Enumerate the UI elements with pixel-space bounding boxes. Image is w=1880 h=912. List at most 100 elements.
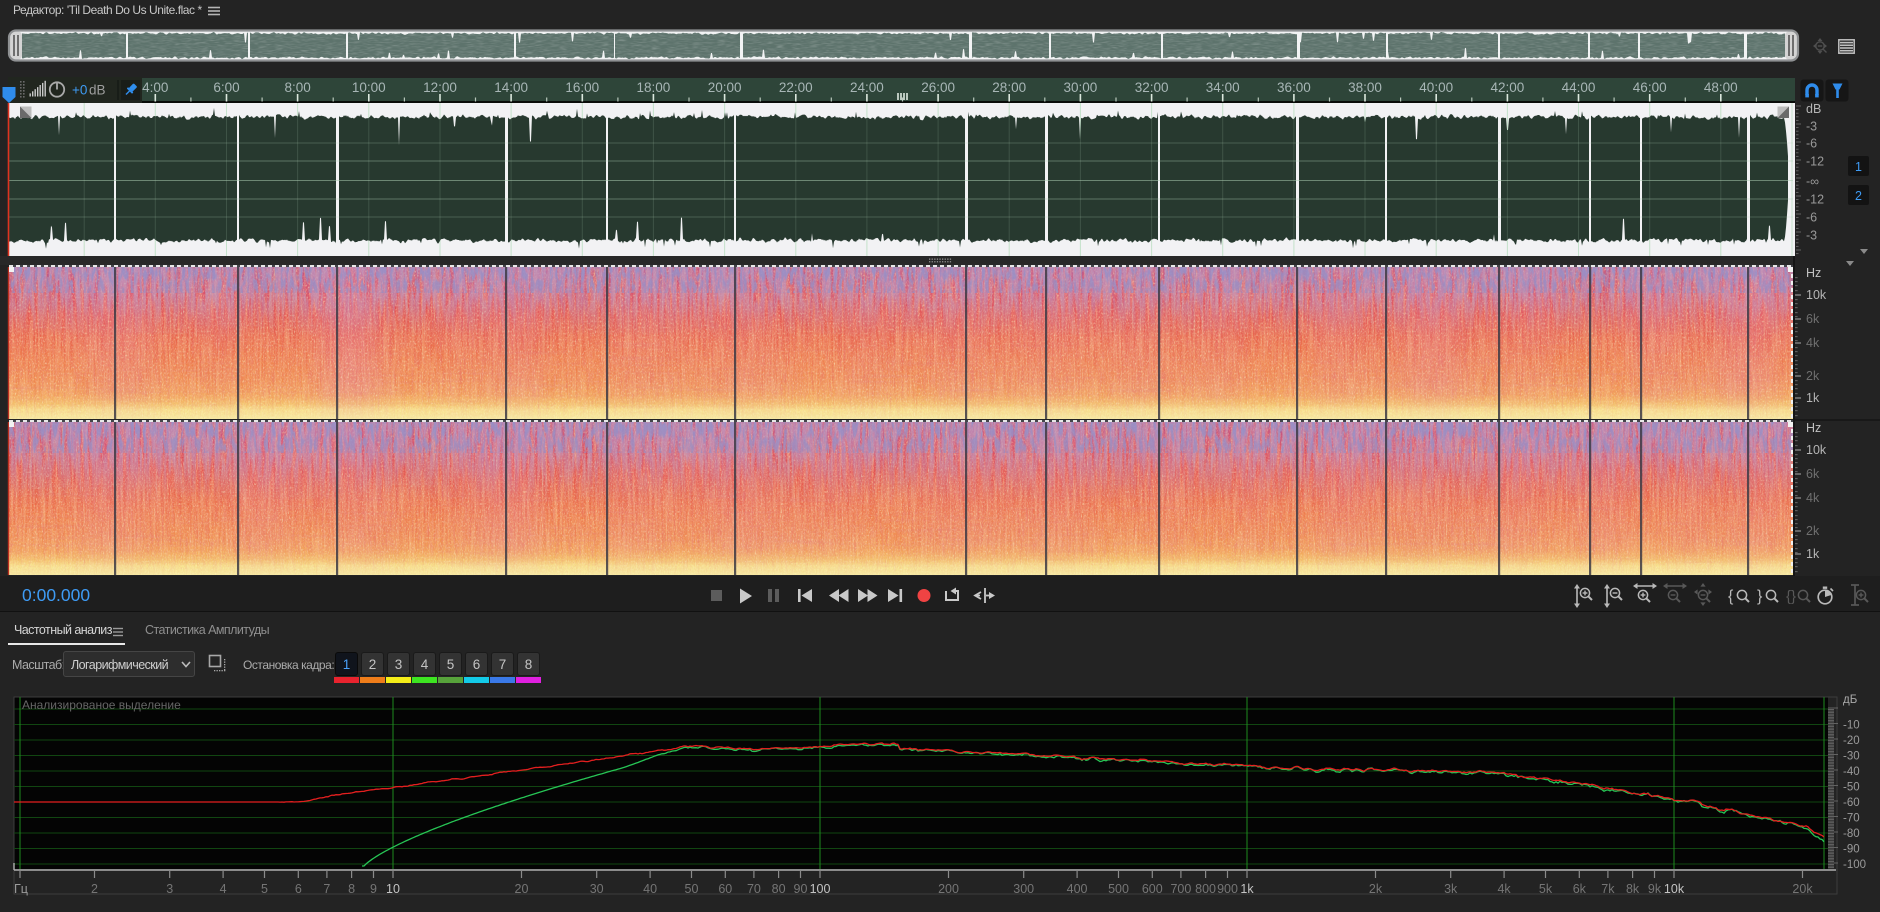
svg-text:9k: 9k xyxy=(1648,882,1662,896)
svg-text:46:00: 46:00 xyxy=(1633,80,1667,95)
svg-text:1: 1 xyxy=(1855,160,1862,174)
svg-text:-40: -40 xyxy=(1843,766,1860,778)
svg-text:-6: -6 xyxy=(1806,137,1817,151)
svg-text:2k: 2k xyxy=(1806,369,1820,383)
svg-text:10k: 10k xyxy=(1806,443,1827,457)
svg-text:600: 600 xyxy=(1142,882,1163,896)
svg-text:-12: -12 xyxy=(1806,193,1824,207)
svg-text:48:00: 48:00 xyxy=(1704,80,1738,95)
svg-text:dB: dB xyxy=(89,83,106,98)
svg-text:50: 50 xyxy=(685,882,699,896)
svg-text:1k: 1k xyxy=(1240,882,1254,896)
svg-text:34:00: 34:00 xyxy=(1206,80,1240,95)
svg-text:18:00: 18:00 xyxy=(637,80,671,95)
svg-text:-20: -20 xyxy=(1843,735,1860,747)
svg-text:14:00: 14:00 xyxy=(494,80,528,95)
svg-text:-30: -30 xyxy=(1843,751,1860,763)
svg-text:300: 300 xyxy=(1013,882,1034,896)
svg-text:}: } xyxy=(1757,588,1763,605)
svg-text:30: 30 xyxy=(590,882,604,896)
svg-text:Гц: Гц xyxy=(14,882,28,896)
svg-text:70: 70 xyxy=(747,882,761,896)
svg-text:12:00: 12:00 xyxy=(423,80,457,95)
svg-text:10:00: 10:00 xyxy=(352,80,386,95)
svg-text:3k: 3k xyxy=(1444,882,1458,896)
svg-text:5k: 5k xyxy=(1539,882,1553,896)
svg-text:4k: 4k xyxy=(1497,882,1511,896)
svg-text:6:00: 6:00 xyxy=(213,80,239,95)
svg-text:10: 10 xyxy=(386,882,400,896)
svg-text:6: 6 xyxy=(295,882,302,896)
svg-text:24:00: 24:00 xyxy=(850,80,884,95)
svg-text:+0: +0 xyxy=(72,83,87,98)
svg-text:-6: -6 xyxy=(1806,211,1817,225)
svg-text:2k: 2k xyxy=(1369,882,1383,896)
svg-text:-3: -3 xyxy=(1806,120,1817,134)
svg-text:1k: 1k xyxy=(1806,391,1820,405)
svg-text:-80: -80 xyxy=(1843,828,1860,840)
svg-text:7k: 7k xyxy=(1601,882,1615,896)
svg-text:60: 60 xyxy=(718,882,732,896)
svg-text:36:00: 36:00 xyxy=(1277,80,1311,95)
svg-text:100: 100 xyxy=(810,882,831,896)
svg-text:26:00: 26:00 xyxy=(921,80,955,95)
svg-text:-100: -100 xyxy=(1843,859,1866,871)
svg-text:900: 900 xyxy=(1217,882,1238,896)
svg-text:-3: -3 xyxy=(1806,229,1817,243)
svg-text:4k: 4k xyxy=(1806,336,1820,350)
svg-text:6k: 6k xyxy=(1573,882,1587,896)
svg-text:-10: -10 xyxy=(1843,720,1860,732)
svg-text:800: 800 xyxy=(1195,882,1216,896)
svg-text:-90: -90 xyxy=(1843,844,1860,856)
svg-text:10k: 10k xyxy=(1806,288,1827,302)
svg-text:28:00: 28:00 xyxy=(992,80,1026,95)
svg-text:20: 20 xyxy=(515,882,529,896)
svg-text:32:00: 32:00 xyxy=(1135,80,1169,95)
svg-text:6k: 6k xyxy=(1806,312,1820,326)
svg-text:Hz: Hz xyxy=(1806,266,1821,280)
svg-text:90: 90 xyxy=(794,882,808,896)
svg-text:2k: 2k xyxy=(1806,524,1820,538)
svg-text:8: 8 xyxy=(348,882,355,896)
svg-text:{: { xyxy=(1728,588,1734,605)
svg-text:10k: 10k xyxy=(1664,882,1685,896)
svg-text:7: 7 xyxy=(323,882,330,896)
svg-text:40: 40 xyxy=(643,882,657,896)
svg-text:16:00: 16:00 xyxy=(565,80,599,95)
svg-text:42:00: 42:00 xyxy=(1491,80,1525,95)
svg-text:700: 700 xyxy=(1170,882,1191,896)
svg-text:дБ: дБ xyxy=(1843,694,1857,706)
svg-text:3: 3 xyxy=(166,882,173,896)
svg-text:{}: {} xyxy=(1786,588,1796,605)
svg-text:Hz: Hz xyxy=(1806,421,1821,435)
svg-text:-∞: -∞ xyxy=(1806,175,1819,189)
svg-text:-12: -12 xyxy=(1806,155,1824,169)
svg-text:6k: 6k xyxy=(1806,467,1820,481)
svg-text:1k: 1k xyxy=(1806,547,1820,561)
svg-text:Анализированое выделение: Анализированое выделение xyxy=(22,698,181,712)
svg-text:4:00: 4:00 xyxy=(142,80,168,95)
svg-text:4k: 4k xyxy=(1806,491,1820,505)
svg-text:44:00: 44:00 xyxy=(1562,80,1596,95)
svg-text:20k: 20k xyxy=(1792,882,1813,896)
svg-text:2: 2 xyxy=(91,882,98,896)
svg-text:dB: dB xyxy=(1806,103,1821,116)
svg-text:8:00: 8:00 xyxy=(284,80,310,95)
svg-text:400: 400 xyxy=(1067,882,1088,896)
svg-text:30:00: 30:00 xyxy=(1064,80,1098,95)
svg-text:9: 9 xyxy=(370,882,377,896)
svg-text:4: 4 xyxy=(220,882,227,896)
svg-text:5: 5 xyxy=(261,882,268,896)
svg-text:8k: 8k xyxy=(1626,882,1640,896)
svg-text:20:00: 20:00 xyxy=(708,80,742,95)
svg-text:-50: -50 xyxy=(1843,782,1860,794)
svg-text:-70: -70 xyxy=(1843,813,1860,825)
svg-text:200: 200 xyxy=(938,882,959,896)
svg-text:-60: -60 xyxy=(1843,797,1860,809)
svg-text:2: 2 xyxy=(1855,189,1862,203)
svg-text:22:00: 22:00 xyxy=(779,80,813,95)
svg-text:38:00: 38:00 xyxy=(1348,80,1382,95)
svg-text:80: 80 xyxy=(772,882,786,896)
svg-text:500: 500 xyxy=(1108,882,1129,896)
svg-text:40:00: 40:00 xyxy=(1419,80,1453,95)
